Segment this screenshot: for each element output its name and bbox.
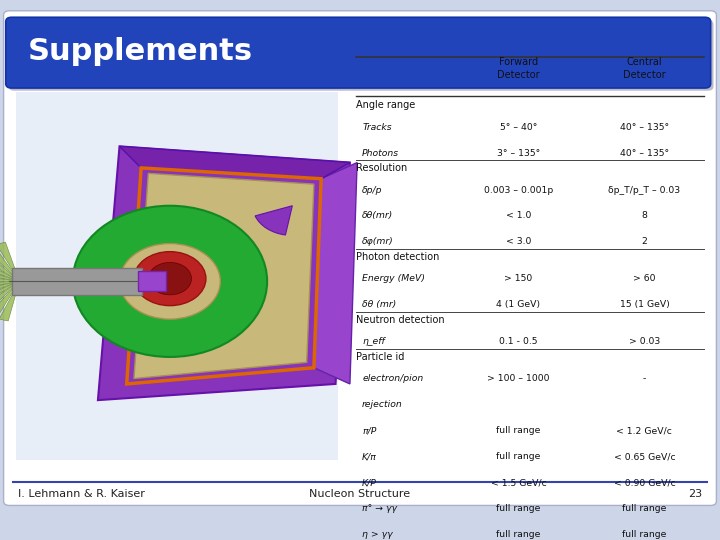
Text: full range: full range (496, 530, 541, 539)
Text: full range: full range (496, 452, 541, 461)
Wedge shape (0, 281, 19, 318)
Text: Supplements: Supplements (27, 37, 253, 66)
Ellipse shape (73, 206, 267, 357)
FancyBboxPatch shape (4, 11, 716, 505)
Wedge shape (0, 258, 19, 281)
Text: δφ(mr): δφ(mr) (362, 238, 394, 246)
Wedge shape (0, 281, 19, 291)
Wedge shape (255, 206, 292, 235)
Text: -: - (643, 374, 646, 383)
Wedge shape (0, 281, 19, 321)
Text: Resolution: Resolution (356, 163, 408, 173)
Text: 3° – 135°: 3° – 135° (497, 148, 540, 158)
Wedge shape (0, 246, 19, 281)
Ellipse shape (134, 252, 206, 306)
Wedge shape (0, 274, 19, 281)
Text: 15 (1 GeV): 15 (1 GeV) (619, 300, 670, 309)
Text: full range: full range (622, 530, 667, 539)
Wedge shape (0, 281, 19, 313)
Text: 40° – 135°: 40° – 135° (620, 148, 669, 158)
Text: > 60: > 60 (633, 274, 656, 284)
Text: I. Lehmann & R. Kaiser: I. Lehmann & R. Kaiser (18, 489, 145, 499)
Polygon shape (134, 173, 314, 379)
Ellipse shape (148, 262, 192, 295)
Text: > 0.03: > 0.03 (629, 338, 660, 346)
Text: 0.003 – 0.001p: 0.003 – 0.001p (484, 186, 553, 194)
Text: η_eff: η_eff (362, 338, 385, 346)
Bar (138, 271, 166, 291)
Text: > 150: > 150 (504, 274, 533, 284)
Text: K/P: K/P (362, 478, 377, 487)
Text: Particle id: Particle id (356, 352, 405, 362)
Wedge shape (0, 281, 19, 299)
Text: δθ(mr): δθ(mr) (362, 212, 393, 220)
Wedge shape (0, 242, 19, 281)
Text: π° → γγ: π° → γγ (362, 504, 397, 513)
Text: < 0.65 GeV/c: < 0.65 GeV/c (613, 452, 675, 461)
Text: rejection: rejection (362, 400, 403, 409)
Polygon shape (120, 146, 350, 179)
Polygon shape (314, 163, 357, 384)
Wedge shape (0, 251, 19, 281)
Text: < 0.90 GeV/c: < 0.90 GeV/c (613, 478, 675, 487)
Ellipse shape (120, 244, 220, 319)
Text: π/P: π/P (362, 426, 377, 435)
Text: Tracks: Tracks (362, 123, 392, 132)
Wedge shape (0, 266, 19, 281)
Text: < 1.0: < 1.0 (505, 212, 531, 220)
Text: Central
Detector: Central Detector (623, 57, 666, 79)
Text: Nucleon Structure: Nucleon Structure (310, 489, 410, 499)
Text: 2: 2 (642, 238, 647, 246)
Text: < 1.5 GeV/c: < 1.5 GeV/c (490, 478, 546, 487)
Text: Neutron detection: Neutron detection (356, 315, 445, 325)
Text: > 100 – 1000: > 100 – 1000 (487, 374, 549, 383)
Text: δp/p: δp/p (362, 186, 382, 194)
Text: electron/pion: electron/pion (362, 374, 423, 383)
Bar (12, 268, 142, 295)
Polygon shape (98, 146, 350, 400)
Text: Energy (MeV): Energy (MeV) (362, 274, 425, 284)
Text: full range: full range (496, 426, 541, 435)
Text: 0.1 - 0.5: 0.1 - 0.5 (499, 338, 538, 346)
Text: 40° – 135°: 40° – 135° (620, 123, 669, 132)
FancyBboxPatch shape (6, 17, 711, 88)
Text: K/π: K/π (362, 452, 377, 461)
Text: δp_T/p_T – 0.03: δp_T/p_T – 0.03 (608, 186, 680, 194)
Text: full range: full range (622, 504, 667, 513)
Text: full range: full range (496, 504, 541, 513)
Text: Angle range: Angle range (356, 100, 415, 110)
Text: < 1.2 GeV/c: < 1.2 GeV/c (616, 426, 672, 435)
Bar (16, 92, 338, 460)
Text: Photon detection: Photon detection (356, 252, 440, 262)
FancyBboxPatch shape (9, 20, 714, 91)
Wedge shape (0, 281, 19, 307)
Text: < 3.0: < 3.0 (505, 238, 531, 246)
Text: δθ (mr): δθ (mr) (362, 300, 397, 309)
Text: Forward
Detector: Forward Detector (497, 57, 540, 79)
Text: η > γγ: η > γγ (362, 530, 393, 539)
Text: 4 (1 GeV): 4 (1 GeV) (496, 300, 541, 309)
Text: 8: 8 (642, 212, 647, 220)
Text: 5° – 40°: 5° – 40° (500, 123, 537, 132)
Text: Photons: Photons (362, 148, 400, 158)
Text: 23: 23 (688, 489, 702, 499)
